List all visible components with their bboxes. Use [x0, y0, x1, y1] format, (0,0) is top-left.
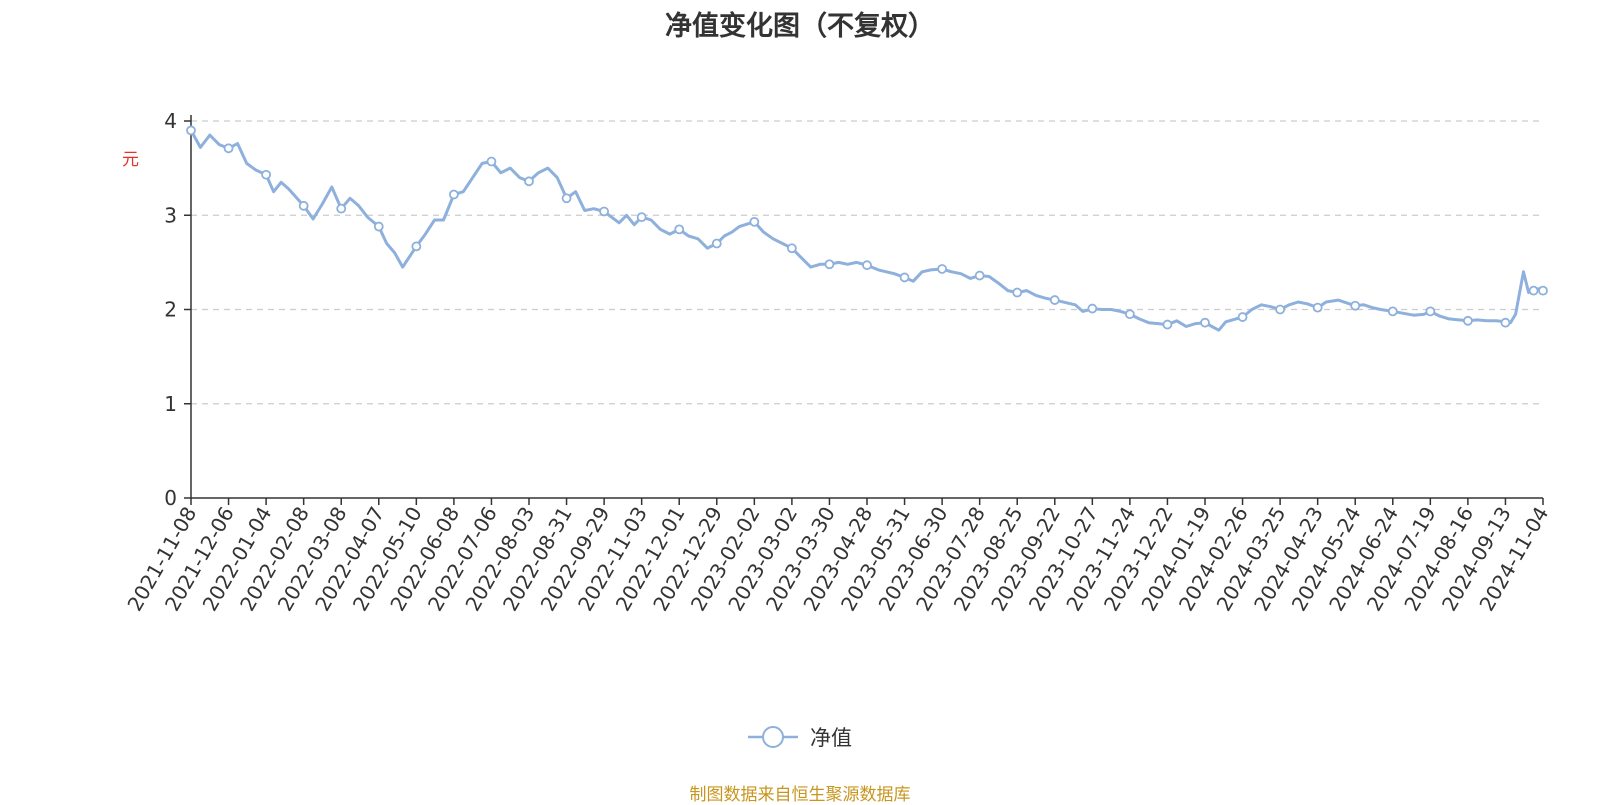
data-point-marker[interactable] — [561, 193, 572, 204]
chart-title: 净值变化图（不复权） — [665, 11, 935, 42]
data-point-marker[interactable] — [1200, 317, 1210, 328]
data-point-marker[interactable] — [937, 264, 948, 274]
data-point-marker[interactable] — [974, 270, 985, 281]
data-point-marker[interactable] — [786, 243, 797, 254]
data-point-marker[interactable] — [1237, 312, 1248, 322]
data-point-marker[interactable] — [1387, 306, 1398, 317]
data-point-marker[interactable] — [1124, 309, 1135, 320]
data-source-note: 制图数据来自恒生聚源数据库 — [689, 785, 911, 805]
y-axis-ticks: 0 1 2 3 4 — [164, 109, 191, 510]
data-point-marker[interactable] — [411, 241, 422, 252]
legend[interactable]: 净值 — [748, 726, 852, 750]
data-point-marker[interactable] — [486, 156, 497, 167]
x-axis-ticks: 2021-11-082021-12-062022-01-042022-02-08… — [122, 498, 1553, 615]
data-point-marker[interactable] — [1350, 300, 1361, 311]
data-point-marker[interactable] — [336, 203, 347, 214]
data-point-marker[interactable] — [373, 221, 384, 232]
data-point-marker[interactable] — [749, 216, 760, 227]
data-point-marker[interactable] — [186, 125, 196, 136]
axes — [190, 115, 1543, 499]
y-tick-label: 4 — [164, 109, 177, 133]
data-point-marker[interactable] — [674, 224, 685, 235]
y-axis-unit-label: 元 — [118, 150, 138, 167]
data-point-marker[interactable] — [1049, 295, 1060, 305]
data-point-marker[interactable] — [636, 212, 647, 223]
data-point-marker[interactable] — [1538, 285, 1548, 296]
data-point-marker[interactable] — [1462, 315, 1473, 326]
data-point-marker[interactable] — [1425, 306, 1436, 317]
y-tick-label: 1 — [164, 392, 177, 416]
data-point-marker[interactable] — [599, 206, 610, 217]
data-point-marker[interactable] — [1012, 287, 1023, 298]
data-point-marker[interactable] — [1162, 319, 1173, 330]
data-point-marker[interactable] — [223, 143, 234, 154]
legend-series-label: 净值 — [810, 726, 852, 750]
y-tick-label: 3 — [164, 203, 177, 227]
data-point-marker[interactable] — [1312, 302, 1323, 313]
data-point-marker[interactable] — [824, 259, 835, 270]
y-tick-label: 2 — [164, 298, 177, 322]
y-tick-label: 0 — [164, 486, 177, 510]
data-point-marker[interactable] — [899, 272, 910, 283]
data-point-marker[interactable] — [1087, 303, 1098, 314]
data-point-marker[interactable] — [1500, 317, 1511, 328]
data-point-marker[interactable] — [524, 176, 534, 187]
series-layer — [189, 129, 1544, 332]
data-point-marker[interactable] — [448, 189, 459, 200]
data-point-marker[interactable] — [1275, 304, 1286, 315]
marker-layer — [186, 125, 1548, 330]
data-point-marker[interactable] — [261, 169, 272, 180]
data-point-marker[interactable] — [298, 200, 309, 211]
data-point-marker[interactable] — [1528, 285, 1539, 296]
data-point-marker[interactable] — [862, 260, 872, 271]
legend-marker-icon — [762, 726, 784, 748]
data-point-marker[interactable] — [711, 238, 722, 249]
series-line-净值 — [189, 129, 1544, 332]
